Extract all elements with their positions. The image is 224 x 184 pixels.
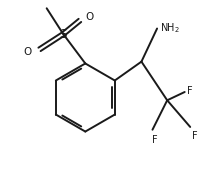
Text: S: S [60,28,67,40]
Text: O: O [24,47,32,56]
Text: O: O [85,13,94,22]
Text: F: F [192,131,198,141]
Text: F: F [151,135,157,145]
Text: NH$_2$: NH$_2$ [160,22,180,36]
Text: F: F [187,86,192,96]
